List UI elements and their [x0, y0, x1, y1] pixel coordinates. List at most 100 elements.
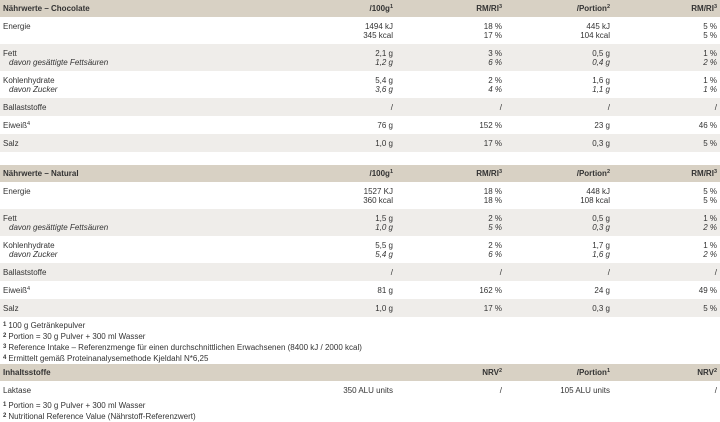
value-cell: 5 % — [703, 196, 717, 205]
value-cell: / — [607, 268, 610, 277]
value-cell: 17 % — [483, 304, 502, 313]
table-row: Fett davon gesättigte Fettsäuren 1,5 g 1,0 … — [0, 209, 720, 236]
value-cell: 18 % — [483, 196, 502, 205]
value-cell: 1494 kJ — [364, 22, 393, 31]
value-cell: 0,5 g — [592, 49, 610, 58]
label-text: Laktase — [3, 386, 32, 395]
header-text: /Portion — [576, 368, 607, 377]
value-cell: 360 kcal — [363, 196, 393, 205]
value-cell: 1527 KJ — [363, 187, 393, 196]
value-cell: / — [607, 103, 610, 112]
footnote-mark: 2 — [3, 333, 7, 339]
row-label: davon gesättigte Fettsäuren — [9, 58, 108, 67]
header-text: RM/RI — [691, 4, 714, 13]
table-row: Laktase 350 ALU units / 105 ALU units / — [0, 381, 720, 399]
footnote-ref: 1 — [606, 368, 610, 374]
value-cell: 6 % — [488, 250, 502, 259]
footnote: 1 Portion = 30 g Pulver + 300 ml Wasser — [3, 400, 145, 411]
label-text: Salz — [3, 304, 19, 313]
footnote-text: Portion = 30 g Pulver + 300 ml Wasser — [8, 332, 146, 341]
footnote-text: Portion = 30 g Pulver + 300 ml Wasser — [8, 401, 146, 410]
table-row: Salz 1,0 g 17 % 0,3 g 5 % — [0, 299, 720, 317]
header-text: /Portion — [576, 4, 607, 13]
label-text: davon gesättigte Fettsäuren — [9, 58, 109, 67]
value-cell: / — [499, 386, 502, 395]
value-cell: 2 % — [488, 214, 502, 223]
header-text: /Portion — [576, 169, 607, 178]
footnote: 1 100 g Getränkepulver — [3, 320, 85, 331]
row-label: davon gesättigte Fettsäuren — [9, 223, 108, 232]
footnote: 2 Portion = 30 g Pulver + 300 ml Wasser — [3, 331, 145, 342]
value-cell: 1,6 g — [592, 76, 610, 85]
label-text: Energie — [3, 187, 31, 196]
value-cell: 5 % — [703, 31, 717, 40]
value-cell: 2 % — [488, 76, 502, 85]
footnote-ref: 2 — [606, 169, 610, 175]
footnote-mark: 3 — [3, 344, 7, 350]
label-text: davon Zucker — [9, 85, 58, 94]
footnote-ref: 2 — [498, 368, 502, 374]
label-text: Fett — [3, 49, 17, 58]
header-cell: /100g1 — [369, 4, 393, 13]
table-header: Nährwerte – Chocolate/100g1 RM/RI3/Portio… — [0, 0, 720, 17]
header-cell: /Portion2 — [577, 169, 610, 178]
table-row: Energie 1527 KJ 360 kcal 18 % 18 % 448 kJ 108 … — [0, 182, 720, 209]
label-text: davon gesättigte Fettsäuren — [9, 223, 109, 232]
row-label: Salz — [3, 304, 19, 313]
value-cell: 152 % — [479, 121, 502, 130]
value-cell: 2,1 g — [375, 49, 393, 58]
table-row: Salz 1,0 g 17 % 0,3 g 5 % — [0, 134, 720, 152]
value-cell: 345 kcal — [363, 31, 393, 40]
footnote: 3 Reference Intake – Referenzmenge für ei… — [3, 342, 362, 353]
header-cell: RM/RI3 — [476, 4, 502, 13]
footnote-mark: 2 — [3, 413, 7, 419]
label-text: Ballaststoffe — [3, 103, 47, 112]
table-row: Energie 1494 kJ 345 kcal 18 % 17 % 445 kJ 104 … — [0, 17, 720, 44]
value-cell: 2 % — [488, 241, 502, 250]
value-cell: 1 % — [703, 85, 717, 94]
value-cell: 1,6 g — [592, 250, 610, 259]
row-label: Salz — [3, 139, 19, 148]
row-label: Kohlenhydrate — [3, 76, 55, 85]
value-cell: 1 % — [703, 241, 717, 250]
value-cell: / — [714, 268, 717, 277]
footnote-ref: 2 — [713, 368, 717, 374]
value-cell: 17 % — [483, 31, 502, 40]
value-cell: 6 % — [488, 58, 502, 67]
value-cell: 4 % — [488, 85, 502, 94]
row-label: Ballaststoffe — [3, 103, 46, 112]
header-text: RM/RI — [476, 169, 499, 178]
value-cell: 108 kcal — [580, 196, 610, 205]
header-cell: /Portion2 — [577, 4, 610, 13]
value-cell: 1 % — [703, 214, 717, 223]
row-label: Eiweiß4 — [3, 121, 30, 130]
footnote-mark: 1 — [3, 322, 7, 328]
row-label: davon Zucker — [9, 250, 57, 259]
table-row: Eiweiß4 81 g 162 % 24 g 49 % — [0, 281, 720, 299]
footnote-mark: 4 — [3, 355, 7, 361]
value-cell: 105 ALU units — [560, 386, 610, 395]
table-row: Fett davon gesättigte Fettsäuren 2,1 g 1,2 … — [0, 44, 720, 71]
row-label: Ballaststoffe — [3, 268, 46, 277]
footnote-text: 100 g Getränkepulver — [8, 321, 86, 330]
row-label: Energie — [3, 187, 31, 196]
value-cell: 1 % — [703, 76, 717, 85]
value-cell: 17 % — [483, 139, 502, 148]
header-cell: RM/RI3 — [476, 169, 502, 178]
table-header: Inhaltsstoffe NRV2/Portion1 NRV2 — [0, 364, 720, 381]
header-text: RM/RI — [691, 169, 714, 178]
label-text: Energie — [3, 22, 31, 31]
value-cell: 2 % — [703, 223, 717, 232]
label-text: Kohlenhydrate — [3, 76, 55, 85]
value-cell: 3 % — [488, 49, 502, 58]
footnote-text: Ermittelt gemäß Proteinanalysemethode Kj… — [8, 354, 209, 363]
value-cell: 5,5 g — [375, 241, 393, 250]
table-header: Nährwerte – Natural/100g1 RM/RI3/Portion2… — [0, 165, 720, 182]
label-text: Salz — [3, 139, 19, 148]
footnote-ref: 1 — [389, 4, 393, 10]
label-text: Fett — [3, 214, 17, 223]
value-cell: 49 % — [698, 286, 717, 295]
label-text: Kohlenhydrate — [3, 241, 55, 250]
table-row: Kohlenhydrate davon Zucker 5,4 g 3,6 g 2 % 4 … — [0, 71, 720, 98]
